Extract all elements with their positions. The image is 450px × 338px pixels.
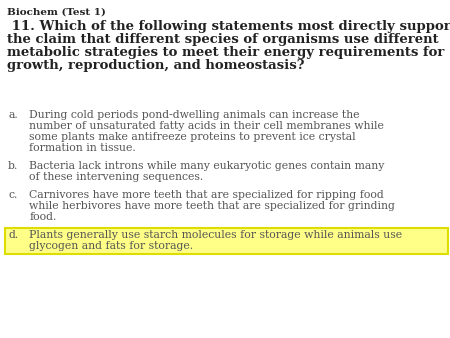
Text: Biochem (Test 1): Biochem (Test 1): [7, 8, 106, 17]
Text: c.: c.: [8, 190, 18, 200]
Text: while herbivores have more teeth that are specialized for grinding: while herbivores have more teeth that ar…: [29, 201, 395, 211]
Text: 11. Which of the following statements most directly supports: 11. Which of the following statements mo…: [7, 20, 450, 33]
Text: growth, reproduction, and homeostasis?: growth, reproduction, and homeostasis?: [7, 59, 305, 72]
Text: number of unsaturated fatty acids in their cell membranes while: number of unsaturated fatty acids in the…: [29, 121, 384, 131]
Text: glycogen and fats for storage.: glycogen and fats for storage.: [29, 241, 194, 251]
Text: During cold periods pond-dwelling animals can increase the: During cold periods pond-dwelling animal…: [29, 110, 360, 120]
Text: a.: a.: [8, 110, 18, 120]
Text: of these intervening sequences.: of these intervening sequences.: [29, 172, 203, 182]
Text: the claim that different species of organisms use different: the claim that different species of orga…: [7, 33, 439, 46]
Text: Carnivores have more teeth that are specialized for ripping food: Carnivores have more teeth that are spec…: [29, 190, 384, 200]
Text: some plants make antifreeze proteins to prevent ice crystal: some plants make antifreeze proteins to …: [29, 132, 356, 142]
Text: Plants generally use starch molecules for storage while animals use: Plants generally use starch molecules fo…: [29, 230, 402, 240]
Text: Bacteria lack introns while many eukaryotic genes contain many: Bacteria lack introns while many eukaryo…: [29, 161, 385, 171]
Text: d.: d.: [8, 230, 18, 240]
Text: formation in tissue.: formation in tissue.: [29, 143, 136, 153]
Text: b.: b.: [8, 161, 18, 171]
Text: metabolic strategies to meet their energy requirements for: metabolic strategies to meet their energ…: [7, 46, 445, 59]
Text: food.: food.: [29, 212, 57, 222]
FancyBboxPatch shape: [5, 228, 448, 254]
